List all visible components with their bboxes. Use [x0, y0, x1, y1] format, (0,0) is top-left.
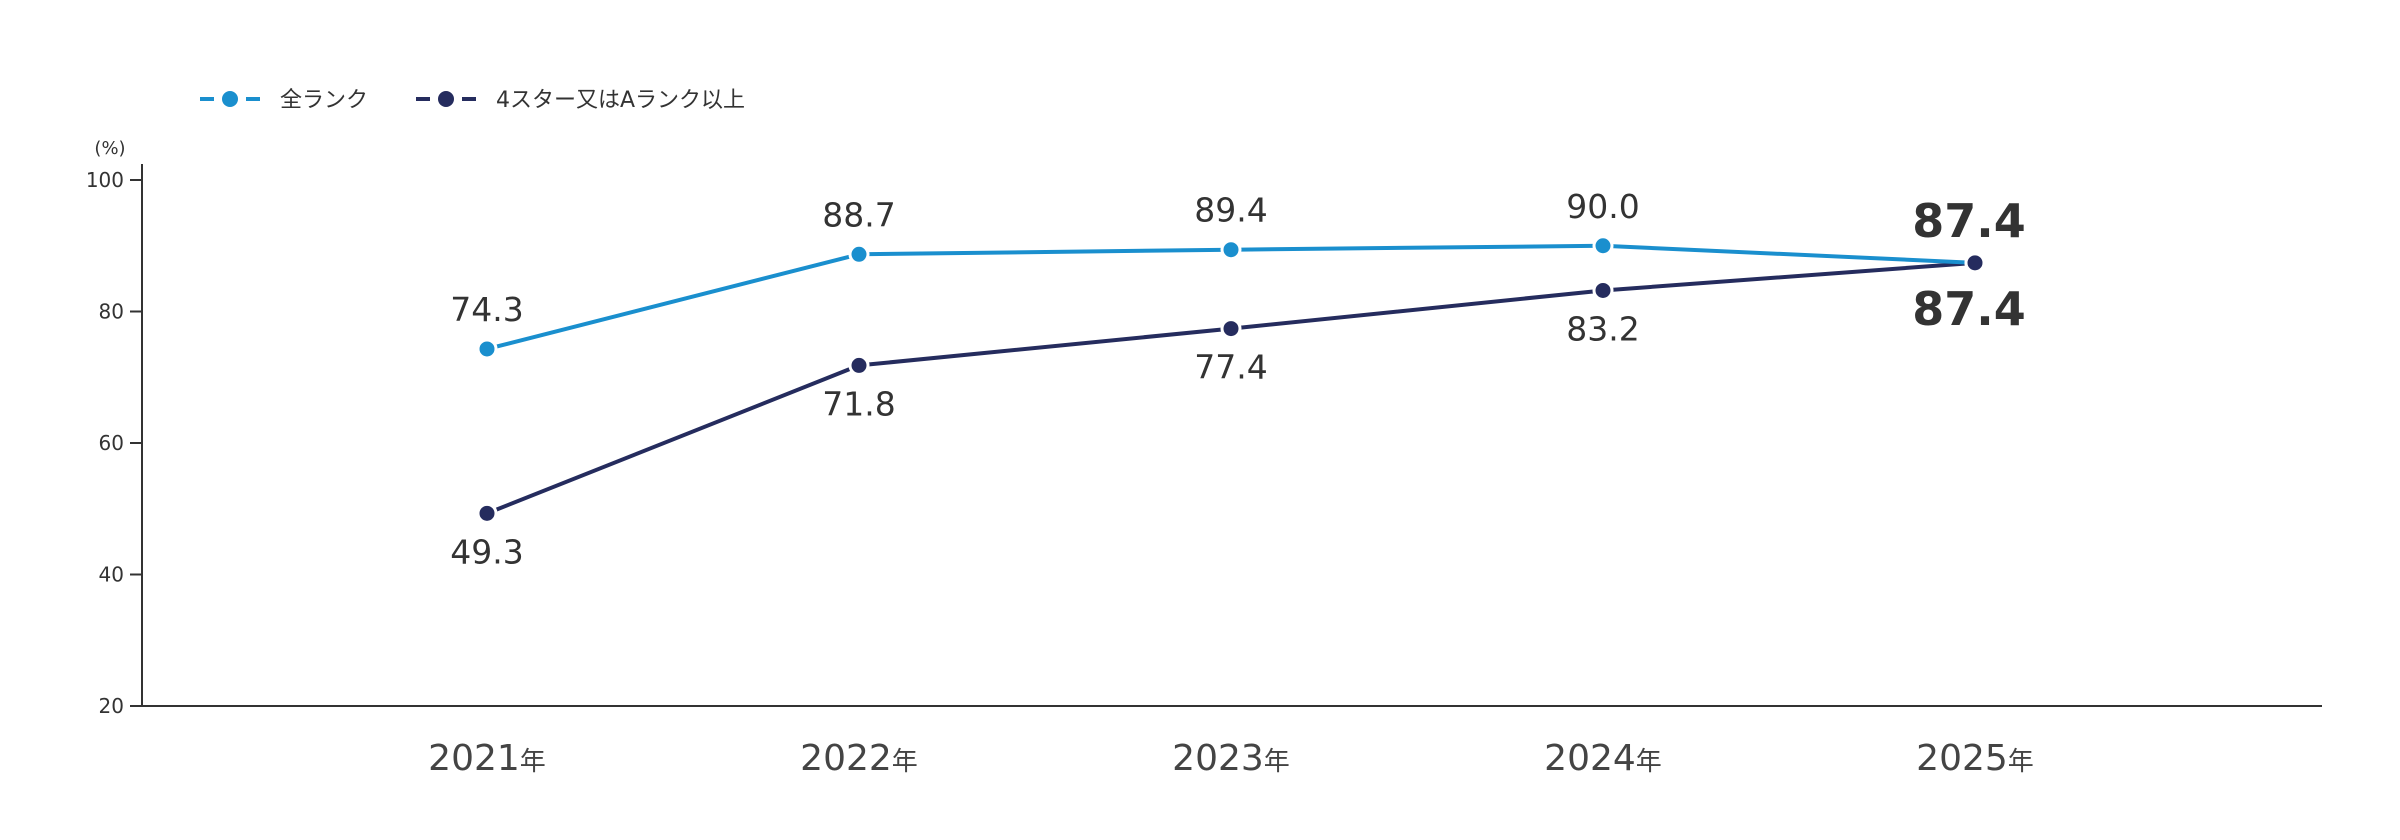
- y-unit-label: (%): [94, 138, 125, 159]
- data-label: 89.4: [1194, 191, 1267, 230]
- data-point: [848, 354, 870, 376]
- x-tick-label: 2022年: [800, 738, 918, 779]
- data-label: 87.4: [1912, 194, 2026, 248]
- data-label: 49.3: [450, 532, 523, 571]
- data-label: 74.3: [450, 290, 523, 329]
- y-tick-label: 40: [99, 563, 124, 587]
- x-tick-label: 2023年: [1172, 738, 1290, 779]
- series-layer: [476, 235, 1986, 524]
- axes: (%) 20 40 60 80 100 2021年 2022年 2023年 2024年 2025年: [86, 138, 2322, 779]
- data-point: [1220, 318, 1242, 340]
- data-label: 83.2: [1566, 309, 1639, 348]
- data-point: [1964, 252, 1986, 274]
- data-label: 90.0: [1566, 187, 1639, 226]
- x-tick-label: 2025年: [1916, 738, 2034, 779]
- legend-label: 全ランク: [280, 88, 368, 113]
- data-point: [476, 338, 498, 360]
- legend-marker: [222, 91, 238, 107]
- data-point: [1592, 235, 1614, 257]
- data-label: 77.4: [1194, 348, 1267, 387]
- x-tick-label: 2021年: [428, 738, 546, 779]
- y-tick-label: 60: [99, 431, 124, 455]
- legend: 全ランク 4スター又はAランク以上: [200, 88, 745, 113]
- data-point: [848, 243, 870, 265]
- data-point: [1220, 239, 1242, 261]
- y-tick-label: 20: [99, 694, 124, 718]
- y-tick-label: 80: [99, 300, 124, 324]
- legend-label: 4スター又はAランク以上: [496, 88, 745, 113]
- data-point: [476, 502, 498, 524]
- data-label: 88.7: [822, 195, 895, 234]
- legend-item: 全ランク: [200, 88, 368, 113]
- legend-item: 4スター又はAランク以上: [416, 88, 745, 113]
- data-labels: 74.3 88.7 89.4 90.0 87.4 49.3 71.8 77.4 83.2 87.4: [450, 187, 2025, 572]
- legend-marker: [438, 91, 454, 107]
- series-line: [486, 260, 1976, 516]
- y-tick-label: 100: [86, 168, 124, 192]
- data-label: 87.4: [1912, 282, 2026, 336]
- data-point: [1592, 279, 1614, 301]
- data-label: 71.8: [822, 384, 895, 423]
- x-tick-label: 2024年: [1544, 738, 1662, 779]
